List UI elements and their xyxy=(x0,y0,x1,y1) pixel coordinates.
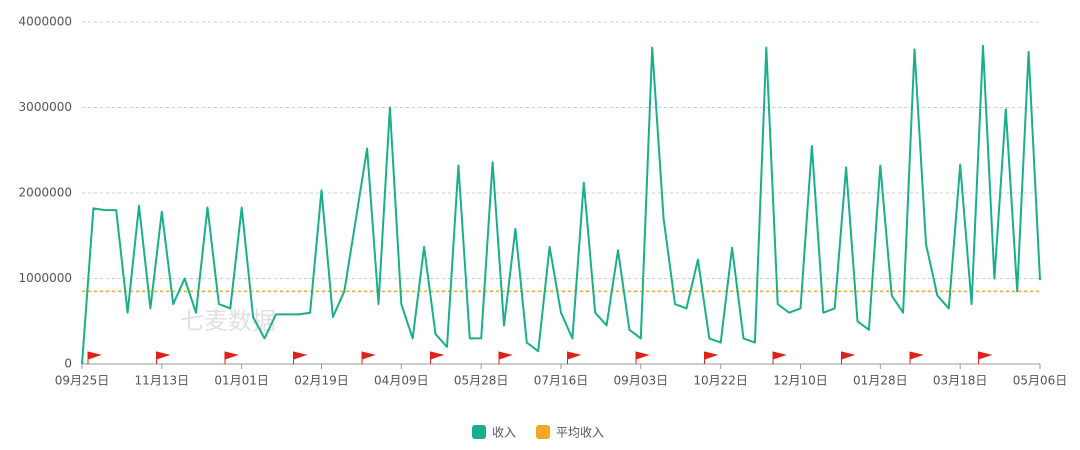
x-tick-label: 05月06日 xyxy=(1013,374,1068,388)
x-tick-label: 05月28日 xyxy=(454,374,509,388)
event-flag xyxy=(909,351,924,364)
event-flag xyxy=(978,351,993,364)
income-line xyxy=(81,44,1041,365)
event-flag xyxy=(567,351,582,364)
y-tick-label: 1000000 xyxy=(19,271,72,285)
event-flag xyxy=(841,351,856,364)
y-tick-label: 2000000 xyxy=(19,186,72,200)
event-flag xyxy=(772,351,787,364)
legend-swatch xyxy=(536,425,550,439)
event-flag xyxy=(704,351,719,364)
x-tick-label: 04月09日 xyxy=(374,374,429,388)
x-tick-label: 09月03日 xyxy=(614,374,669,388)
event-flag xyxy=(224,351,239,364)
x-tick-label: 09月25日 xyxy=(55,374,110,388)
x-tick-label: 03月18日 xyxy=(933,374,988,388)
event-flag xyxy=(87,351,102,364)
x-tick-label: 10月22日 xyxy=(693,374,748,388)
x-tick-label: 12月10日 xyxy=(773,374,828,388)
event-flag xyxy=(430,351,445,364)
event-flag xyxy=(293,351,308,364)
x-tick-label: 11月13日 xyxy=(135,374,190,388)
legend-swatch xyxy=(472,425,486,439)
y-tick-label: 3000000 xyxy=(19,100,72,114)
x-tick-label: 02月19日 xyxy=(294,374,349,388)
event-flag xyxy=(156,351,171,364)
x-tick-label: 01月01日 xyxy=(214,374,269,388)
event-flag xyxy=(498,351,513,364)
y-tick-label: 4000000 xyxy=(19,15,72,29)
x-tick-label: 07月16日 xyxy=(534,374,589,388)
x-tick-label: 01月28日 xyxy=(853,374,908,388)
legend-label: 收入 xyxy=(492,426,516,440)
watermark: 七麦数据 xyxy=(180,307,276,335)
legend-label: 平均收入 xyxy=(556,426,604,440)
event-flag xyxy=(361,351,376,364)
event-flag xyxy=(635,351,650,364)
y-tick-label: 0 xyxy=(64,357,72,371)
